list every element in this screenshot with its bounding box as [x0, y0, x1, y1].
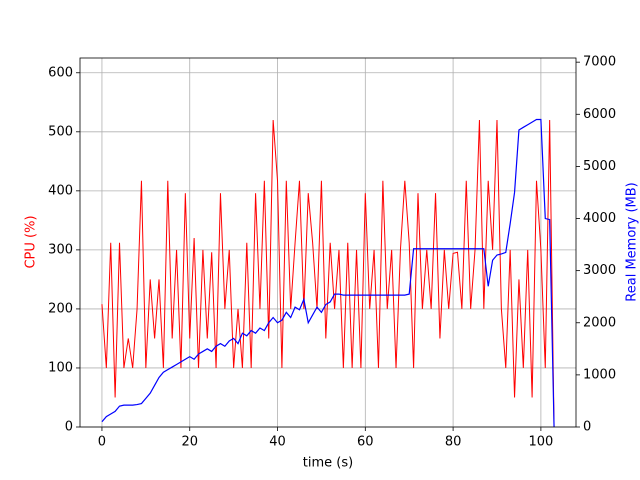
y2-tick-label: 1000	[583, 367, 616, 382]
plot-frame	[79, 57, 577, 428]
y2-tick-label: 4000	[583, 211, 616, 226]
y2-tick-label: 0	[583, 420, 591, 435]
y2-tick-label: 3000	[583, 263, 616, 278]
x-tick-label: 100	[528, 435, 553, 450]
x-tick-label: 40	[269, 435, 286, 450]
y-tick-label: 200	[48, 301, 73, 316]
x-tick-label: 20	[181, 435, 198, 450]
series-line	[101, 119, 555, 428]
x-tick-label: 60	[357, 435, 374, 450]
x-tick-label: 0	[98, 435, 106, 450]
y-tick-label: 0	[65, 420, 73, 435]
y-tick-label: 300	[48, 242, 73, 257]
y2-tick-label: 5000	[583, 159, 616, 174]
y2-tick-label: 6000	[583, 107, 616, 122]
y-tick-label: 100	[48, 360, 73, 375]
series-line	[101, 118, 555, 428]
y-axis-label: CPU (%)	[24, 215, 39, 268]
y-tick-label: 500	[48, 124, 73, 139]
x-axis-label: time (s)	[303, 456, 353, 471]
y-tick-label: 600	[48, 65, 73, 80]
x-tick-label: 80	[445, 435, 462, 450]
y2-axis-label: Real Memory (MB)	[625, 182, 640, 301]
y2-tick-label: 7000	[583, 55, 616, 70]
y-tick-label: 400	[48, 183, 73, 198]
y2-tick-label: 2000	[583, 315, 616, 330]
